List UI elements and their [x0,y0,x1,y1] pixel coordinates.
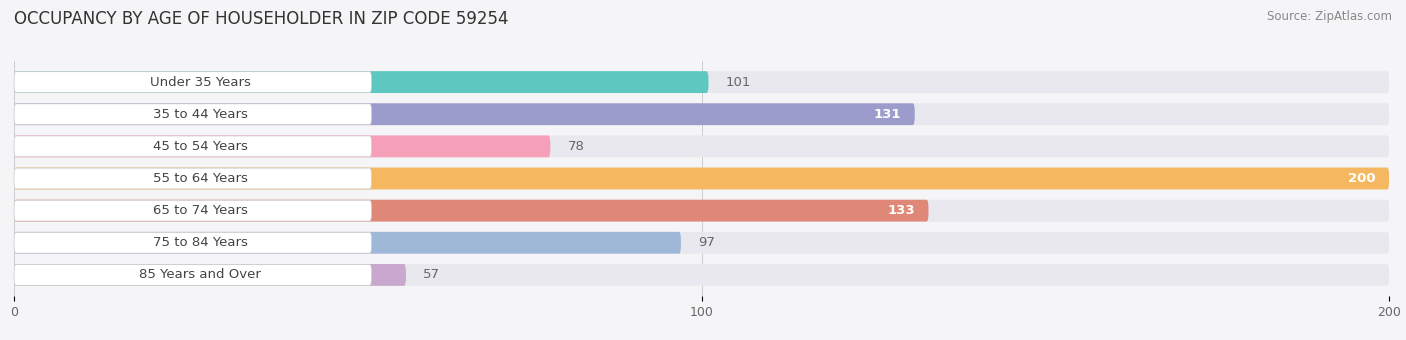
FancyBboxPatch shape [14,168,1389,189]
Text: Under 35 Years: Under 35 Years [149,75,250,89]
FancyBboxPatch shape [14,135,1389,157]
FancyBboxPatch shape [14,200,1389,222]
FancyBboxPatch shape [14,104,371,124]
Text: 65 to 74 Years: 65 to 74 Years [152,204,247,217]
FancyBboxPatch shape [14,136,371,157]
Text: OCCUPANCY BY AGE OF HOUSEHOLDER IN ZIP CODE 59254: OCCUPANCY BY AGE OF HOUSEHOLDER IN ZIP C… [14,10,509,28]
FancyBboxPatch shape [14,71,1389,93]
FancyBboxPatch shape [14,265,371,285]
Text: 57: 57 [423,268,440,282]
FancyBboxPatch shape [14,168,1389,189]
FancyBboxPatch shape [14,264,1389,286]
FancyBboxPatch shape [14,168,371,189]
FancyBboxPatch shape [14,232,1389,254]
FancyBboxPatch shape [14,135,550,157]
Text: 45 to 54 Years: 45 to 54 Years [152,140,247,153]
Text: 131: 131 [873,108,901,121]
Text: 97: 97 [699,236,716,249]
FancyBboxPatch shape [14,264,406,286]
Text: 200: 200 [1348,172,1375,185]
Text: 133: 133 [887,204,915,217]
FancyBboxPatch shape [14,103,915,125]
Text: 85 Years and Over: 85 Years and Over [139,268,262,282]
FancyBboxPatch shape [14,71,709,93]
FancyBboxPatch shape [14,200,371,221]
Text: 78: 78 [568,140,585,153]
Text: 35 to 44 Years: 35 to 44 Years [152,108,247,121]
FancyBboxPatch shape [14,232,681,254]
FancyBboxPatch shape [14,233,371,253]
FancyBboxPatch shape [14,72,371,92]
Text: 101: 101 [725,75,751,89]
FancyBboxPatch shape [14,103,1389,125]
Text: 55 to 64 Years: 55 to 64 Years [152,172,247,185]
Text: 75 to 84 Years: 75 to 84 Years [152,236,247,249]
Text: Source: ZipAtlas.com: Source: ZipAtlas.com [1267,10,1392,23]
FancyBboxPatch shape [14,200,928,222]
